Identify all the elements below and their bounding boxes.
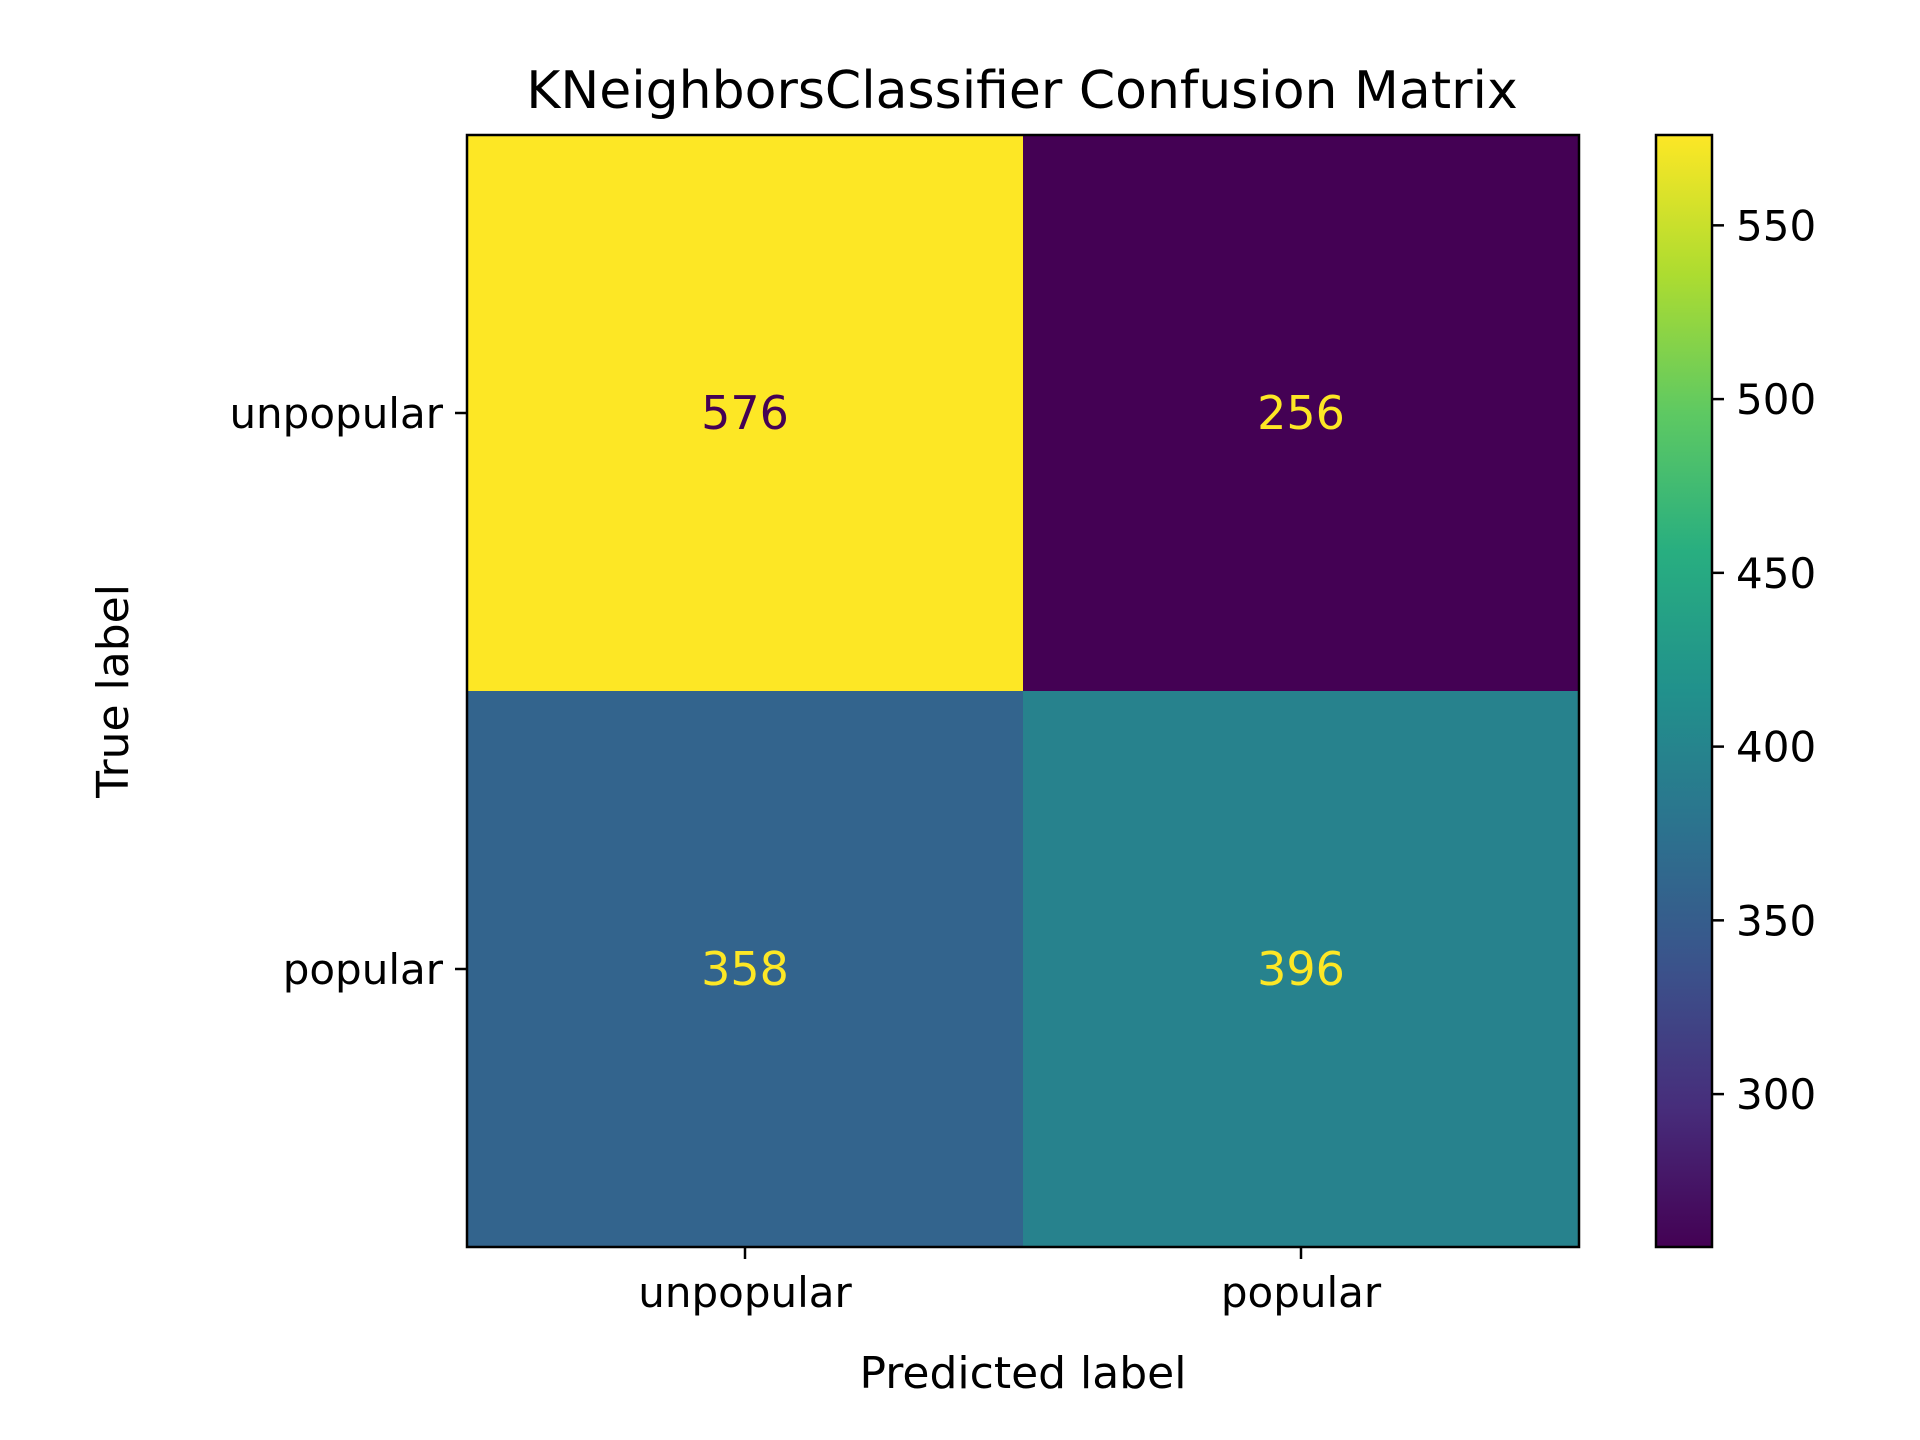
x-tick-label: popular xyxy=(1221,1268,1382,1317)
colorbar-tick-label: 350 xyxy=(1736,896,1816,945)
matrix-frame xyxy=(465,133,1581,1249)
y-axis-ticks: unpopular popular xyxy=(229,389,467,994)
colorbar-tick-label: 450 xyxy=(1736,549,1816,598)
cell-value-label: 576 xyxy=(701,386,789,440)
matrix-cell-0-1 xyxy=(1023,135,1580,692)
matrix-cells: 576 256 358 396 xyxy=(467,135,1580,1248)
colorbar-tick-label: 300 xyxy=(1736,1070,1816,1119)
cell-value-label: 256 xyxy=(1257,386,1345,440)
cell-value-label: 396 xyxy=(1257,942,1345,996)
colorbar xyxy=(1654,133,1714,1249)
cell-value-label: 358 xyxy=(701,942,789,996)
colorbar-ticks: 300 350 400 450 500 550 xyxy=(1712,201,1816,1119)
y-tick-label: unpopular xyxy=(229,389,443,438)
y-axis-label: True label xyxy=(88,584,139,799)
colorbar-tick-label: 500 xyxy=(1736,375,1816,424)
matrix-cell-1-0 xyxy=(467,691,1024,1248)
x-axis-ticks: unpopular popular xyxy=(638,1247,1382,1317)
matrix-cell-0-0 xyxy=(467,135,1024,692)
colorbar-tick-label: 550 xyxy=(1736,201,1816,250)
x-tick-label: unpopular xyxy=(638,1268,852,1317)
x-axis-label: Predicted label xyxy=(860,1348,1187,1399)
y-tick-label: popular xyxy=(283,945,444,994)
chart-title: KNeighborsClassifier Confusion Matrix xyxy=(526,61,1518,121)
colorbar-tick-label: 400 xyxy=(1736,723,1816,772)
matrix-cell-1-1 xyxy=(1023,691,1580,1248)
